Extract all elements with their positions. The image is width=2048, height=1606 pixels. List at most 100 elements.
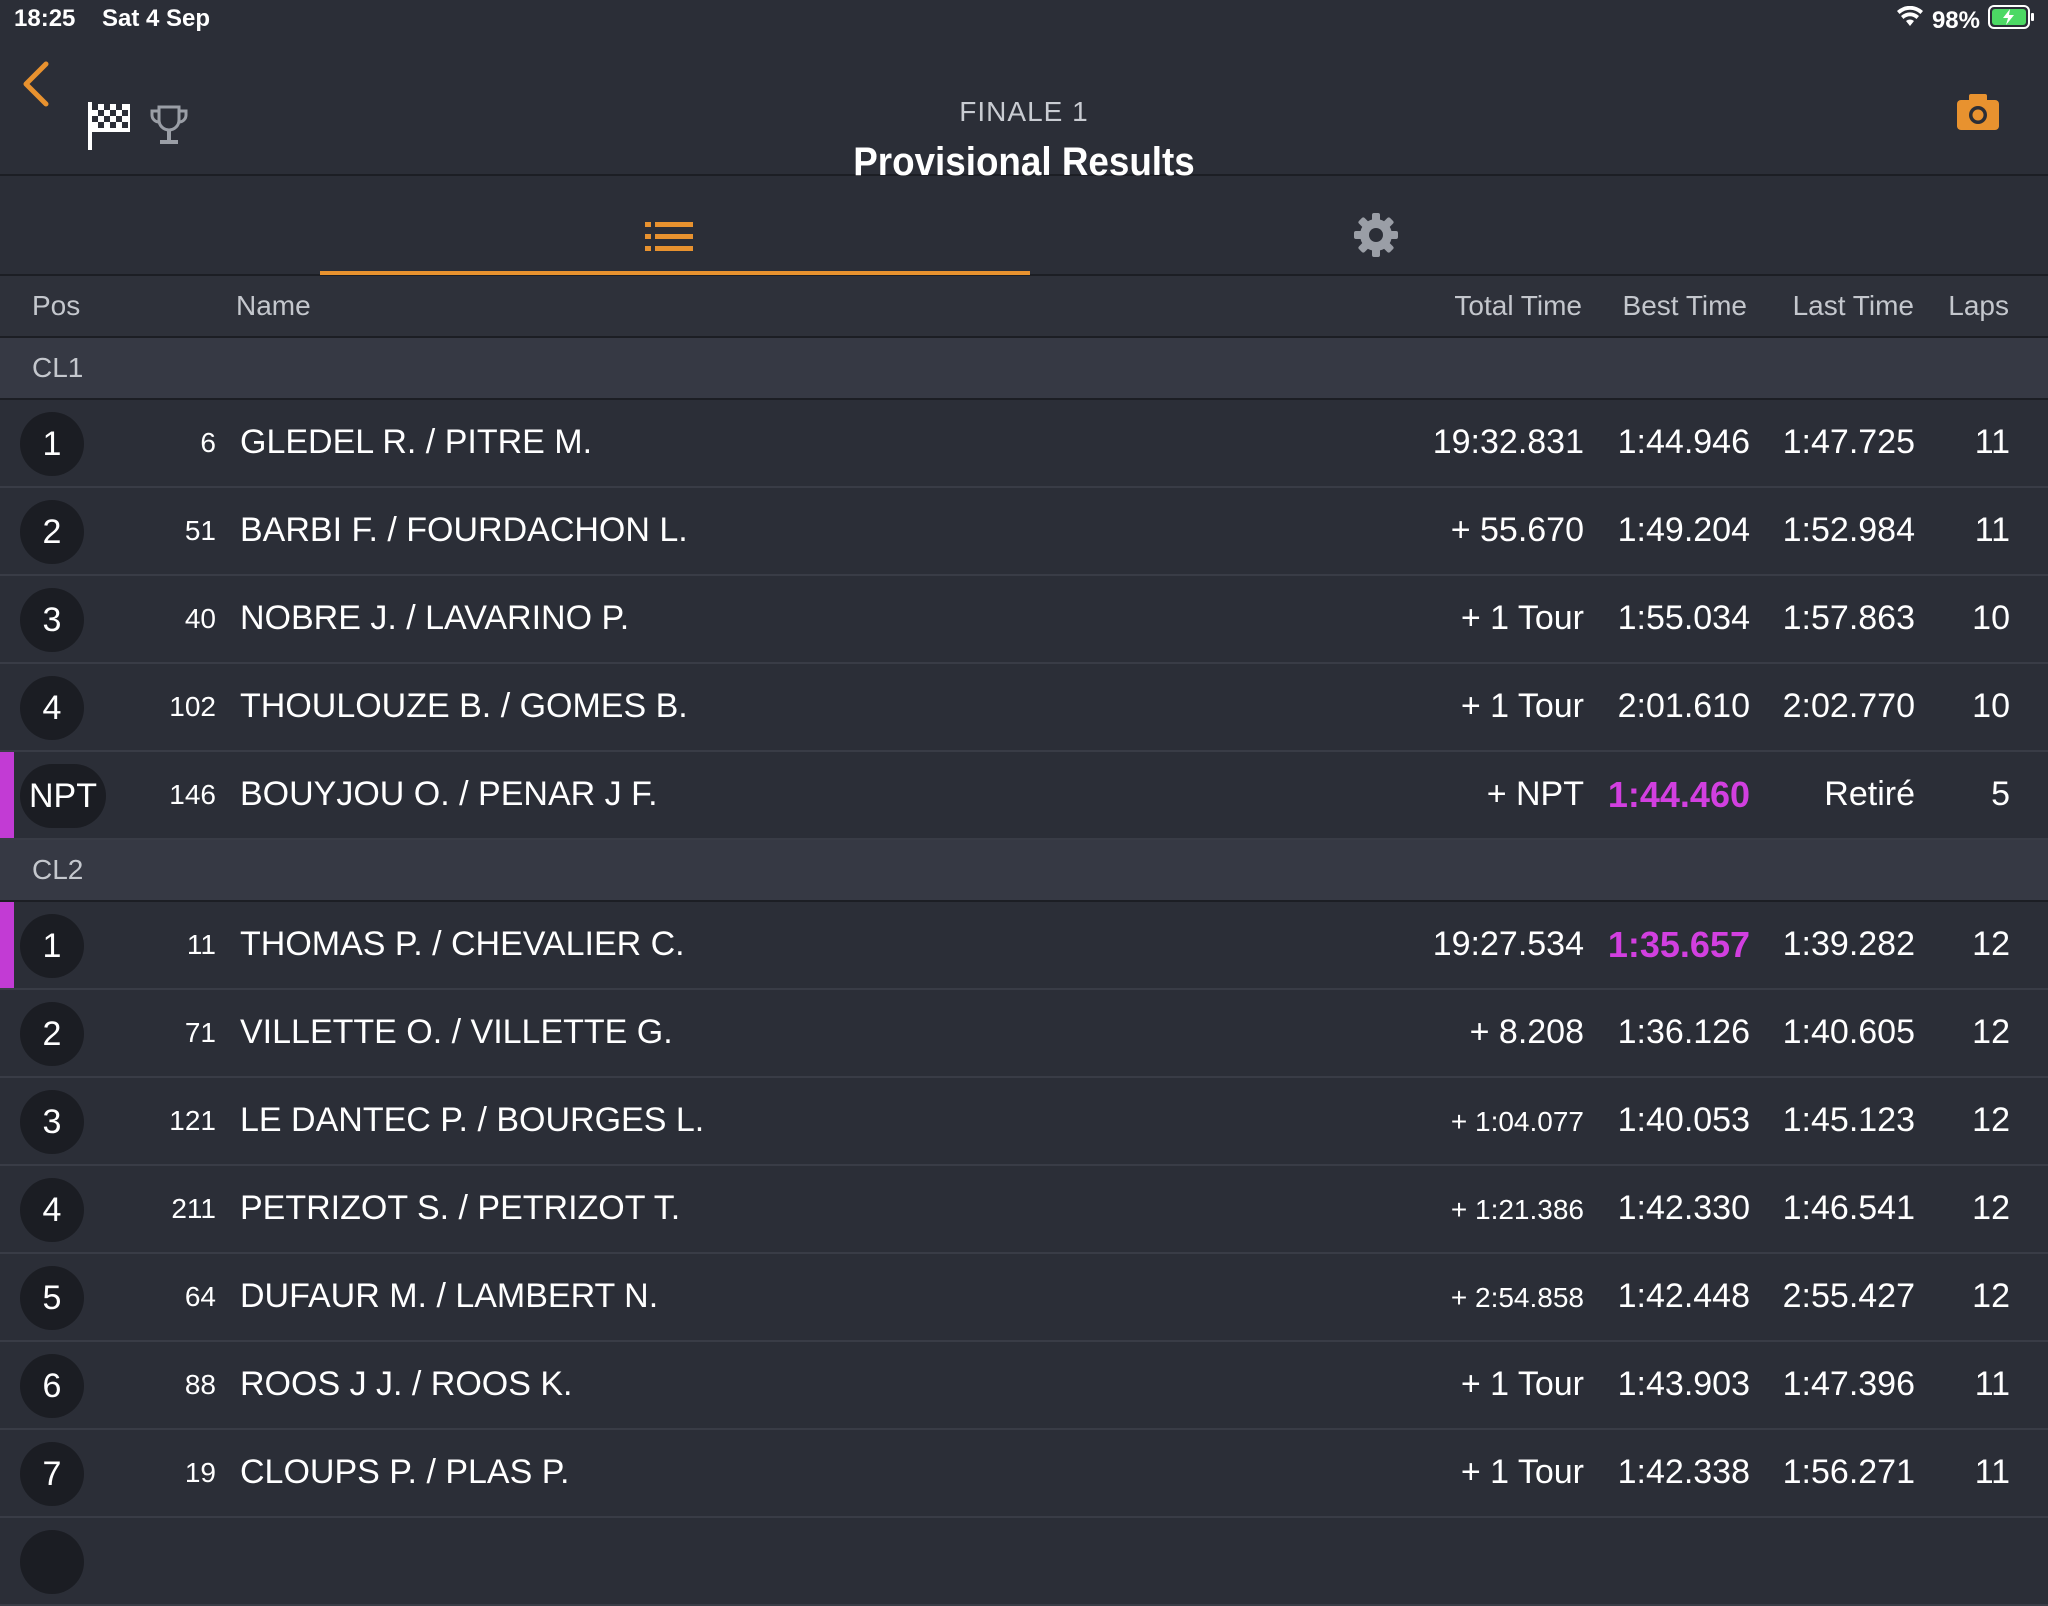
last-time: 2:55.427: [1782, 1277, 1915, 1315]
driver-names: DUFAUR M. / LAMBERT N.: [240, 1277, 659, 1315]
last-time: 2:02.770: [1782, 687, 1915, 725]
driver-names: BARBI F. / FOURDACHON L.: [240, 511, 688, 549]
camera-button[interactable]: [1955, 92, 2001, 132]
laps: 11: [1974, 1453, 2010, 1491]
table-row[interactable]: 2 71 VILLETTE O. / VILLETTE G. + 8.208 1…: [0, 990, 2048, 1078]
best-time-fastest: 1:35.657: [1607, 924, 1750, 965]
back-button[interactable]: [18, 60, 58, 110]
car-number: 6: [200, 427, 216, 458]
last-time: 1:45.123: [1782, 1101, 1915, 1139]
tab-bar: [0, 176, 2048, 276]
laps: 11: [1974, 511, 2010, 549]
position-badge: 1: [20, 412, 84, 476]
position-badge: 1: [20, 914, 84, 978]
battery-percent: 98%: [1931, 6, 1980, 34]
position-badge: 4: [20, 1178, 84, 1242]
position-badge: 5: [20, 1266, 84, 1330]
table-row[interactable]: 2 51 BARBI F. / FOURDACHON L. + 55.670 1…: [0, 488, 2048, 576]
position-badge: 3: [20, 588, 84, 652]
best-time: 2:01.610: [1617, 687, 1750, 725]
table-row[interactable]: 4 102 THOULOUZE B. / GOMES B. + 1 Tour 2…: [0, 664, 2048, 752]
session-subtitle: FINALE 1: [959, 96, 1089, 127]
table-row[interactable]: 1 11 THOMAS P. / CHEVALIER C. 19:27.534 …: [0, 902, 2048, 990]
table-row[interactable]: NPT 146 BOUYJOU O. / PENAR J F. + NPT 1:…: [0, 752, 2048, 840]
car-number: 146: [169, 779, 216, 810]
best-time: 1:42.338: [1617, 1453, 1750, 1491]
trophy-icon[interactable]: [148, 104, 190, 148]
tab-results-list[interactable]: [320, 176, 1030, 275]
col-last-time: Last Time: [1792, 290, 1914, 321]
car-number: 102: [169, 691, 216, 722]
position-badge: 7: [20, 1442, 84, 1506]
battery-icon: [1988, 4, 2036, 37]
driver-names: CLOUPS P. / PLAS P.: [240, 1453, 570, 1491]
last-time: 1:39.282: [1782, 925, 1915, 963]
gear-icon: [1354, 213, 1398, 257]
position-badge: 2: [20, 1002, 84, 1066]
last-time: Retiré: [1824, 775, 1915, 813]
category-header: CL1: [0, 338, 2048, 400]
total-time: 19:27.534: [1432, 925, 1584, 963]
laps: 5: [1991, 775, 2010, 813]
status-date: Sat 4 Sep: [102, 5, 211, 32]
navigation-header: FINALE 1 Provisional Results: [0, 40, 2048, 184]
last-time: 1:40.605: [1782, 1013, 1915, 1051]
total-time: + 1:21.386: [1450, 1194, 1584, 1225]
table-row[interactable]: 7 19 CLOUPS P. / PLAS P. + 1 Tour 1:42.3…: [0, 1430, 2048, 1518]
last-time: 1:46.541: [1782, 1189, 1915, 1227]
checkered-flag-icon[interactable]: [86, 100, 132, 152]
last-time: 1:52.984: [1782, 511, 1915, 549]
table-row[interactable]: 3 121 LE DANTEC P. / BOURGES L. + 1:04.0…: [0, 1078, 2048, 1166]
position-badge: 3: [20, 1090, 84, 1154]
best-time: 1:36.126: [1617, 1013, 1750, 1051]
wifi-icon: [1896, 5, 1924, 35]
best-time: 1:42.448: [1617, 1277, 1750, 1315]
laps: 10: [1972, 687, 2010, 725]
best-time: 1:43.903: [1617, 1365, 1750, 1403]
table-row-partial[interactable]: [0, 1518, 2048, 1606]
fastest-lap-marker: [0, 752, 14, 838]
best-time: 1:44.946: [1617, 423, 1750, 461]
column-header-row: Pos Name Total Time Best Time Last Time …: [0, 276, 2048, 338]
driver-names: BOUYJOU O. / PENAR J F.: [240, 775, 658, 813]
total-time: + 8.208: [1469, 1013, 1584, 1051]
laps: 11: [1974, 423, 2010, 461]
car-number: 11: [186, 929, 216, 960]
total-time: 19:32.831: [1432, 423, 1584, 461]
table-row[interactable]: 4 211 PETRIZOT S. / PETRIZOT T. + 1:21.3…: [0, 1166, 2048, 1254]
best-time: 1:49.204: [1617, 511, 1750, 549]
total-time: + 1 Tour: [1460, 599, 1584, 637]
status-bar: 18:25 Sat 4 Sep 98%: [0, 0, 2048, 40]
total-time: + 2:54.858: [1450, 1282, 1584, 1313]
laps: 10: [1972, 599, 2010, 637]
fastest-lap-marker: [0, 902, 14, 988]
position-badge: 6: [20, 1354, 84, 1418]
table-row[interactable]: 1 6 GLEDEL R. / PITRE M. 19:32.831 1:44.…: [0, 400, 2048, 488]
chevron-left-icon: [23, 61, 49, 107]
col-best-time: Best Time: [1622, 290, 1747, 321]
table-row[interactable]: 6 88 ROOS J J. / ROOS K. + 1 Tour 1:43.9…: [0, 1342, 2048, 1430]
best-time: 1:42.330: [1617, 1189, 1750, 1227]
table-row[interactable]: 3 40 NOBRE J. / LAVARINO P. + 1 Tour 1:5…: [0, 576, 2048, 664]
laps: 12: [1972, 925, 2010, 963]
driver-names: PETRIZOT S. / PETRIZOT T.: [240, 1189, 681, 1227]
col-pos: Pos: [32, 290, 81, 321]
total-time: + 1 Tour: [1460, 687, 1584, 725]
position-badge: 2: [20, 500, 84, 564]
car-number: 88: [184, 1369, 216, 1400]
driver-names: NOBRE J. / LAVARINO P.: [240, 599, 630, 637]
car-number: 19: [184, 1457, 216, 1488]
camera-icon: [1957, 94, 1999, 130]
col-name: Name: [236, 290, 311, 321]
active-tab-indicator: [320, 271, 1030, 275]
tab-settings[interactable]: [1030, 176, 1720, 274]
laps: 11: [1974, 1365, 2010, 1403]
position-badge: 4: [20, 676, 84, 740]
driver-names: LE DANTEC P. / BOURGES L.: [240, 1101, 705, 1139]
car-number: 71: [184, 1017, 216, 1048]
best-time: 1:40.053: [1617, 1101, 1750, 1139]
car-number: 51: [184, 515, 216, 546]
last-time: 1:56.271: [1782, 1453, 1915, 1491]
laps: 12: [1972, 1277, 2010, 1315]
table-row[interactable]: 5 64 DUFAUR M. / LAMBERT N. + 2:54.858 1…: [0, 1254, 2048, 1342]
